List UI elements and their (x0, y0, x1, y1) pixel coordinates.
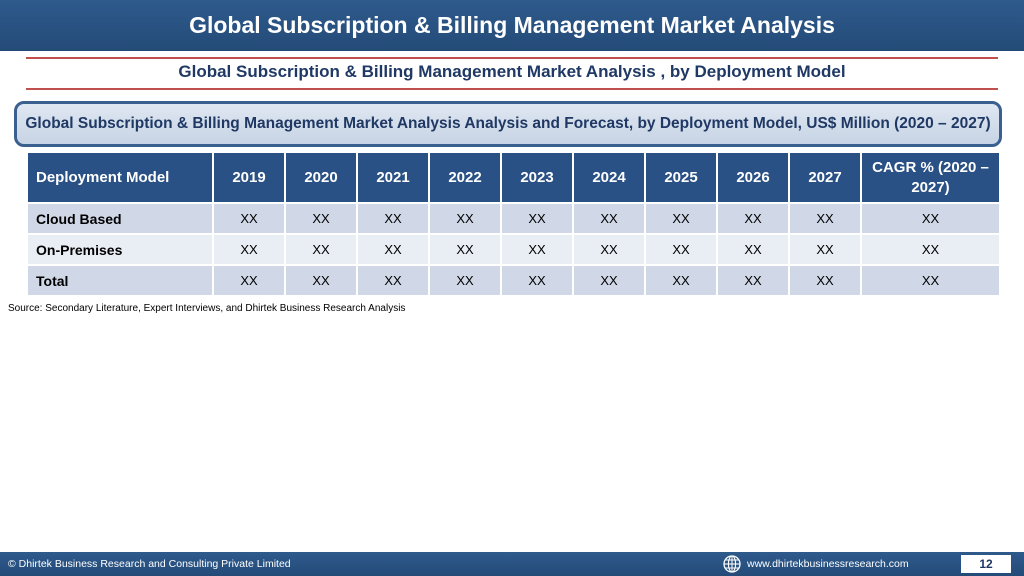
table-cell: XX (788, 264, 862, 297)
table-cell: XX (716, 264, 790, 297)
table-cell: XX (572, 264, 646, 297)
table-cell: XX (284, 233, 358, 266)
table-cell: XX (428, 202, 502, 235)
table-header-row: Deployment Model 2019 2020 2021 2022 202… (26, 151, 1001, 204)
column-header: 2024 (572, 151, 646, 204)
footer-website-link[interactable]: www.dhirtekbusinessresearch.com (747, 558, 909, 570)
table-cell: XX (644, 264, 718, 297)
table-cell: XX (356, 264, 430, 297)
table-cell: XX (860, 233, 1001, 266)
globe-icon (722, 554, 742, 574)
table-row: Total XX XX XX XX XX XX XX XX XX XX (26, 264, 1001, 297)
table-cell: XX (212, 233, 286, 266)
table-cell: XX (572, 233, 646, 266)
column-header: 2021 (356, 151, 430, 204)
footer-copyright: © Dhirtek Business Research and Consulti… (8, 558, 291, 570)
table-cell: XX (428, 233, 502, 266)
table-cell: XX (860, 202, 1001, 235)
table-row: On-Premises XX XX XX XX XX XX XX XX XX X… (26, 233, 1001, 266)
page-number: 12 (961, 555, 1011, 573)
column-header: 2023 (500, 151, 574, 204)
table-row: Cloud Based XX XX XX XX XX XX XX XX XX X… (26, 202, 1001, 235)
table-cell: XX (716, 233, 790, 266)
row-label: On-Premises (26, 233, 214, 266)
page-subtitle: Global Subscription & Billing Management… (178, 62, 846, 81)
table-cell: XX (212, 264, 286, 297)
column-header: 2026 (716, 151, 790, 204)
table-cell: XX (284, 264, 358, 297)
divider-bottom (26, 88, 998, 90)
table-cell: XX (500, 202, 574, 235)
table-cell: XX (356, 202, 430, 235)
header-bar: Global Subscription & Billing Management… (0, 0, 1024, 51)
column-header: 2025 (644, 151, 718, 204)
column-header: 2027 (788, 151, 862, 204)
source-note: Source: Secondary Literature, Expert Int… (8, 303, 406, 314)
table-cell: XX (860, 264, 1001, 297)
table-cell: XX (284, 202, 358, 235)
row-label: Cloud Based (26, 202, 214, 235)
table-cell: XX (572, 202, 646, 235)
table-cell: XX (212, 202, 286, 235)
table-caption-box: Global Subscription & Billing Management… (14, 101, 1002, 147)
row-label: Total (26, 264, 214, 297)
table-cell: XX (428, 264, 502, 297)
table-cell: XX (788, 233, 862, 266)
table-cell: XX (500, 264, 574, 297)
table-caption: Global Subscription & Billing Management… (25, 115, 991, 132)
table-cell: XX (644, 233, 718, 266)
footer-bar: © Dhirtek Business Research and Consulti… (0, 552, 1024, 576)
column-header: 2022 (428, 151, 502, 204)
table-cell: XX (644, 202, 718, 235)
table-cell: XX (716, 202, 790, 235)
column-header: 2020 (284, 151, 358, 204)
column-header: 2019 (212, 151, 286, 204)
column-header: Deployment Model (26, 151, 214, 204)
table-cell: XX (500, 233, 574, 266)
page-title: Global Subscription & Billing Management… (189, 12, 835, 38)
column-header: CAGR % (2020 – 2027) (860, 151, 1001, 204)
table-cell: XX (356, 233, 430, 266)
table-cell: XX (788, 202, 862, 235)
divider-top (26, 57, 998, 59)
market-table: Deployment Model 2019 2020 2021 2022 202… (26, 151, 1001, 297)
